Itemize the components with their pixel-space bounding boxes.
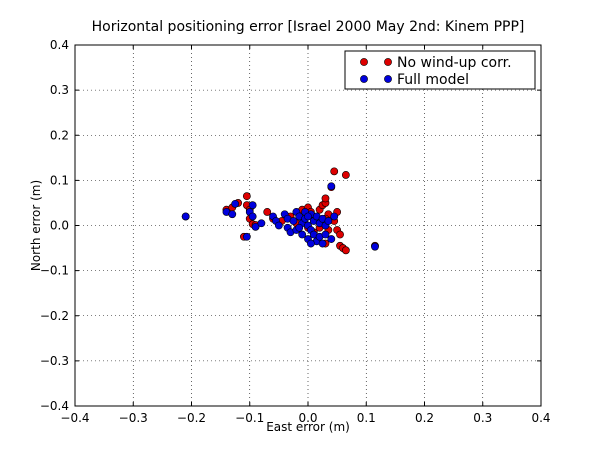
data-point-series-1: [304, 212, 312, 221]
data-point-series-0: [336, 230, 344, 239]
legend: No wind-up corr.Full model: [344, 50, 536, 90]
x-tick-label: 0.2: [415, 411, 434, 425]
data-point-series-1: [327, 182, 336, 191]
data-point-series-0: [341, 171, 350, 179]
data-point-series-1: [251, 222, 260, 231]
data-point-series-0: [321, 194, 330, 203]
y-tick-label: −0.3: [40, 354, 69, 368]
data-point-series-1: [324, 217, 333, 225]
data-point-series-1: [295, 223, 304, 232]
y-tick-label: 0.1: [50, 173, 69, 187]
axis-ticks: −0.4 −0.3 −0.2 −0.1 0.0 0.1 0.2 0.3 0.4 −0.4 −0.3 −…: [40, 38, 551, 425]
y-tick-label: −0.1: [40, 264, 69, 278]
x-tick-label: −0.4: [60, 411, 89, 425]
data-point-series-1: [248, 201, 257, 210]
x-tick-label: 0.3: [473, 411, 492, 425]
data-point-series-0: [242, 192, 251, 201]
x-tick-label: −0.2: [177, 411, 206, 425]
y-tick-label: −0.4: [40, 399, 69, 413]
data-point-series-1: [289, 217, 298, 225]
x-tick-label: 0.0: [298, 411, 317, 425]
legend-marker: [360, 58, 368, 66]
data-point-series-1: [327, 235, 336, 243]
data-point-series-1: [257, 219, 266, 228]
legend-marker: [360, 75, 368, 83]
grid: [75, 45, 541, 406]
legend-box: [344, 50, 536, 90]
y-tick-label: 0.0: [50, 219, 69, 233]
data-point-series-0: [330, 167, 339, 176]
data-point-series-1: [242, 232, 251, 241]
data-points: [181, 167, 379, 255]
legend-label: No wind-up corr.: [397, 55, 512, 71]
y-tick-label: −0.2: [40, 309, 69, 323]
legend-marker: [384, 75, 392, 83]
data-point-series-1: [318, 239, 327, 248]
y-tick-label: 0.2: [50, 128, 69, 142]
x-tick-label: 0.1: [357, 411, 376, 425]
data-point-series-1: [321, 230, 330, 239]
data-point-series-1: [231, 199, 240, 208]
chart-title: Horizontal positioning error [Israel 200…: [92, 19, 525, 35]
data-point-series-0: [263, 208, 272, 216]
y-tick-label: 0.3: [50, 83, 69, 97]
data-point-series-1: [371, 242, 379, 251]
x-axis-label: East error (m): [266, 420, 350, 434]
data-point-series-1: [298, 230, 307, 239]
x-tick-label: −0.3: [119, 411, 148, 425]
data-point-series-1: [181, 212, 190, 221]
data-point-series-0: [341, 246, 350, 255]
y-tick-label: 0.4: [50, 38, 69, 52]
data-point-series-1: [330, 212, 339, 221]
legend-marker: [384, 58, 392, 66]
data-point-series-1: [274, 221, 283, 230]
data-point-series-1: [248, 212, 257, 221]
y-axis-label: North error (m): [29, 180, 43, 271]
x-tick-label: 0.4: [531, 411, 550, 425]
data-point-series-1: [307, 239, 315, 248]
x-tick-label: −0.1: [235, 411, 264, 425]
data-point-series-1: [228, 210, 237, 219]
legend-label: Full model: [397, 72, 469, 88]
